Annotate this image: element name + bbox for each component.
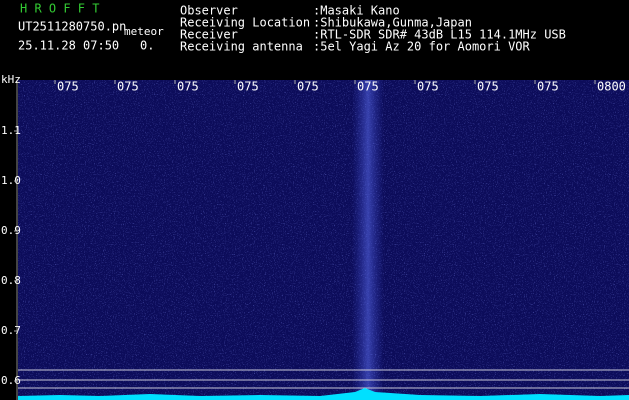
info-label: Receiving Location (180, 16, 310, 30)
count: 0. (140, 39, 154, 53)
freq-label: 0.6 (1, 374, 21, 387)
time-label: 075 (537, 80, 559, 94)
info-value: :RTL-SDR SDR# 43dB L15 114.1MHz USB (313, 28, 566, 42)
datetime: 25.11.28 07:50 (18, 39, 119, 53)
freq-label: 1.0 (1, 174, 21, 187)
freq-label: 0.9 (1, 224, 21, 237)
time-label: 075 (237, 80, 259, 94)
time-label: 075 (177, 80, 199, 94)
freq-label: 0.8 (1, 274, 21, 287)
info-label: Observer (180, 4, 238, 18)
app-title: H R O F F T (20, 2, 99, 16)
info-label: Receiver (180, 28, 238, 42)
info-value: :Shibukawa,Gunma,Japan (313, 16, 472, 30)
level-trace (18, 388, 629, 400)
mode-tag: meteor (124, 25, 164, 38)
time-label: 075 (297, 80, 319, 94)
time-label: 0800 (597, 80, 626, 94)
freq-unit: kHz (1, 73, 21, 86)
info-label: Receiving antenna (180, 40, 303, 54)
freq-label: 0.7 (1, 324, 21, 337)
time-label: 075 (117, 80, 139, 94)
spectrogram-noise (18, 80, 629, 400)
freq-label: 1.1 (1, 124, 21, 137)
info-value: :5el Yagi Az 20 for Aomori VOR (313, 40, 531, 54)
info-value: :Masaki Kano (313, 4, 400, 18)
filename: UT2511280750.pn (18, 20, 126, 34)
time-label: 075 (417, 80, 439, 94)
time-label: 075 (477, 80, 499, 94)
signal-band (352, 80, 384, 400)
time-label: 075 (57, 80, 79, 94)
time-label: 075 (357, 80, 379, 94)
